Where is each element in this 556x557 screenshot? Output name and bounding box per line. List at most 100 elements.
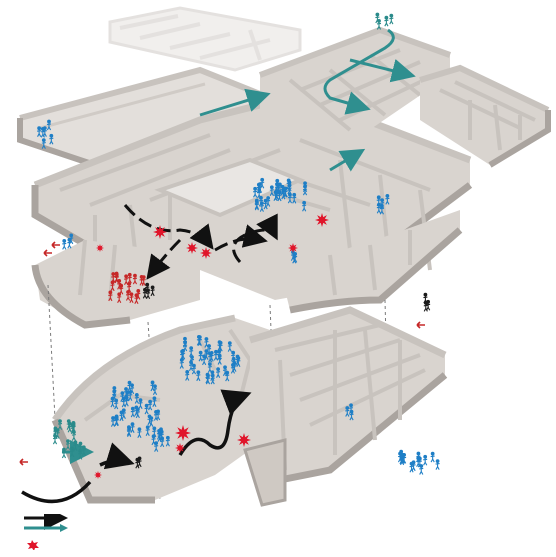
person-figure-icon bbox=[253, 186, 258, 198]
person-figure-icon bbox=[129, 292, 134, 304]
faded-far-wing bbox=[108, 6, 302, 72]
person-figure-icon bbox=[416, 451, 421, 463]
person-figure-icon bbox=[81, 445, 86, 456]
explosion-icon bbox=[153, 225, 167, 239]
lower-right-floor bbox=[248, 306, 448, 484]
person-figure-icon bbox=[137, 427, 142, 438]
person-figure-icon bbox=[287, 183, 292, 195]
person-figure-icon bbox=[110, 280, 115, 292]
person-figure-icon bbox=[37, 126, 42, 137]
person-figure-icon bbox=[108, 290, 113, 302]
person-figure-icon bbox=[423, 454, 428, 466]
legend-teal-arrow bbox=[24, 524, 68, 532]
person-figure-icon bbox=[419, 464, 424, 475]
person-figure-icon bbox=[70, 423, 75, 435]
legend-svg bbox=[24, 506, 68, 551]
arrow-icon bbox=[43, 249, 52, 257]
person-figure-icon bbox=[49, 133, 54, 145]
person-figure-icon bbox=[165, 435, 170, 447]
person-figure-icon bbox=[138, 398, 143, 409]
person-figure-icon bbox=[185, 370, 190, 381]
person-figure-icon bbox=[61, 447, 67, 459]
person-figure-icon bbox=[411, 460, 416, 472]
person-figure-icon bbox=[302, 184, 308, 196]
person-figure-icon bbox=[129, 383, 135, 395]
person-figure-icon bbox=[124, 395, 129, 407]
person-figure-icon bbox=[292, 192, 297, 204]
person-figure-icon bbox=[204, 349, 209, 360]
person-figure-icon bbox=[150, 380, 155, 392]
person-figure-icon bbox=[67, 237, 72, 249]
person-figure-icon bbox=[148, 399, 153, 411]
person-figure-icon bbox=[57, 419, 63, 430]
person-figure-icon bbox=[274, 188, 279, 200]
person-figure-icon bbox=[345, 406, 350, 417]
person-figure-icon bbox=[142, 287, 148, 299]
person-figure-icon bbox=[40, 126, 45, 138]
person-figure-icon bbox=[254, 199, 259, 211]
person-figure-icon bbox=[287, 192, 293, 204]
person-figure-icon bbox=[66, 419, 71, 430]
person-figure-icon bbox=[145, 282, 150, 294]
person-figure-icon bbox=[144, 403, 149, 415]
person-figure-icon bbox=[155, 409, 161, 421]
person-figure-icon bbox=[196, 370, 201, 382]
person-figure-icon bbox=[275, 178, 280, 190]
person-figure-icon bbox=[126, 425, 131, 436]
person-figure-icon bbox=[114, 398, 119, 410]
person-figure-icon bbox=[227, 341, 232, 352]
person-figure-icon bbox=[154, 441, 159, 452]
person-figure-icon bbox=[266, 196, 271, 207]
explosion-icon bbox=[200, 247, 212, 259]
explosion-icon bbox=[96, 244, 104, 252]
explosion-icon bbox=[175, 425, 191, 441]
person-figure-icon bbox=[426, 299, 431, 311]
explosion-icon bbox=[94, 471, 102, 479]
far-right-wing bbox=[419, 64, 551, 168]
person-figure-icon bbox=[132, 273, 138, 285]
person-figure-icon bbox=[348, 403, 354, 415]
black-routes bbox=[123, 204, 278, 280]
person-figure-icon bbox=[198, 350, 203, 362]
person-figure-icon bbox=[191, 363, 197, 375]
person-figure-icon bbox=[204, 337, 209, 348]
person-figure-icon bbox=[123, 387, 129, 398]
person-figure-icon bbox=[258, 195, 264, 207]
person-figure-icon bbox=[73, 440, 78, 451]
person-figure-icon bbox=[376, 202, 381, 214]
person-figure-icon bbox=[197, 335, 202, 346]
arrow-icon bbox=[19, 458, 28, 466]
explosions bbox=[94, 213, 329, 479]
person-figure-icon bbox=[283, 186, 288, 198]
person-figure-icon bbox=[121, 408, 126, 420]
person-figure-icon bbox=[112, 386, 117, 397]
person-figure-icon bbox=[130, 422, 135, 433]
person-figure-icon bbox=[114, 414, 119, 426]
person-figure-icon bbox=[207, 362, 212, 373]
person-figure-icon bbox=[375, 12, 380, 24]
black-routes-lower bbox=[21, 389, 252, 504]
people-figures bbox=[19, 12, 440, 475]
person-figure-icon bbox=[130, 406, 135, 418]
person-figure-icon bbox=[151, 434, 156, 446]
person-figure-icon bbox=[385, 193, 390, 205]
person-figure-icon bbox=[65, 439, 71, 450]
legend-explosion bbox=[27, 540, 39, 551]
person-figure-icon bbox=[119, 283, 124, 295]
person-figure-icon bbox=[119, 410, 124, 422]
person-figure-icon bbox=[213, 349, 219, 361]
person-figure-icon bbox=[263, 198, 268, 210]
person-figure-icon bbox=[160, 436, 165, 448]
person-figure-icon bbox=[400, 454, 405, 466]
explosion-icon bbox=[288, 243, 298, 253]
person-figure-icon bbox=[225, 370, 230, 382]
person-figure-icon bbox=[231, 356, 236, 368]
explosion-icon bbox=[175, 443, 185, 453]
person-figure-icon bbox=[134, 393, 139, 404]
person-figure-icon bbox=[152, 384, 158, 396]
person-figure-icon bbox=[384, 15, 389, 27]
person-figure-icon bbox=[110, 416, 116, 427]
arrow-icon bbox=[51, 241, 60, 249]
person-figure-icon bbox=[435, 459, 440, 470]
